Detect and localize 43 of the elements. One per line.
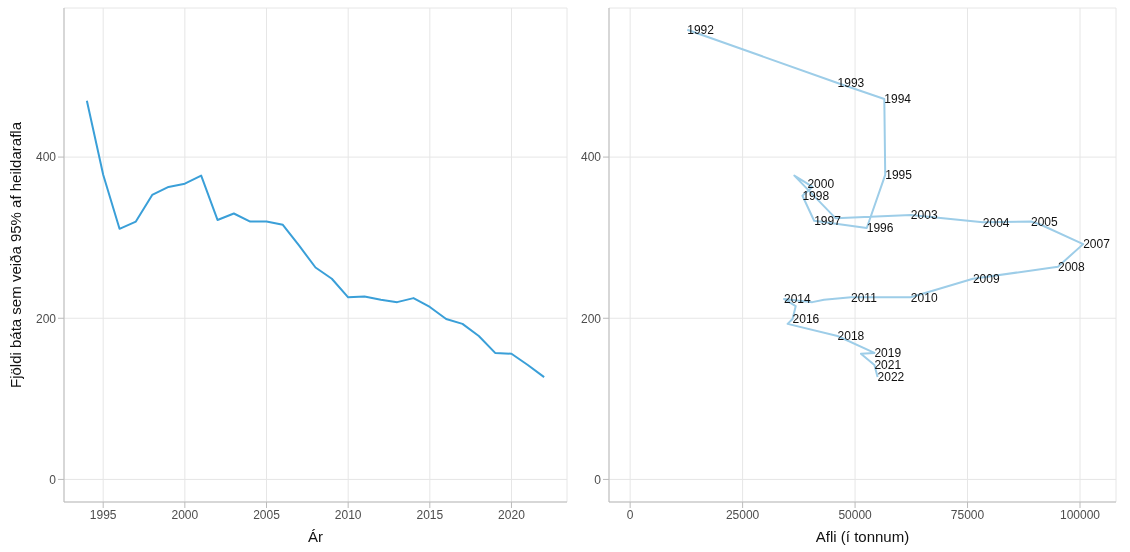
annotation: 1998: [802, 189, 830, 204]
x-tick-label: 2020: [498, 507, 526, 522]
annotation: 2005: [1030, 214, 1058, 229]
y-tick-label: 0: [594, 472, 602, 487]
x-tick-label: 2005: [253, 507, 281, 522]
annotation: 2003: [910, 208, 938, 223]
y-tick-label: 200: [580, 311, 602, 326]
annotation: 2018: [837, 329, 865, 344]
annotation: 2022: [877, 370, 905, 385]
annotation: 1992: [687, 23, 715, 38]
annotation: 2008: [1057, 259, 1085, 274]
annotation: 2009: [972, 272, 1000, 287]
x-tick-label: 2015: [416, 507, 444, 522]
x-tick-label: 2000: [171, 507, 199, 522]
x-tick-label: 50000: [838, 507, 873, 522]
annotation: 1995: [885, 168, 913, 183]
y-tick-label: 200: [35, 311, 57, 326]
annotation: 2021: [874, 358, 902, 373]
annotation: 1994: [884, 92, 912, 107]
annotation: 2016: [792, 312, 820, 327]
annotation: 2004: [982, 215, 1010, 230]
y-tick-label: 0: [49, 472, 57, 487]
annotation: 2011: [851, 290, 878, 305]
x-tick-label: 75000: [950, 507, 985, 522]
annotation: 2000: [807, 176, 835, 191]
x-tick-label: 100000: [1059, 507, 1101, 522]
annotation: 1996: [866, 221, 894, 236]
x-axis-title: Ár: [308, 528, 323, 545]
x-tick-label: 25000: [725, 507, 760, 522]
annotation: 2014: [784, 292, 812, 307]
line-series: [85, 99, 546, 379]
x-tick-label: 0: [626, 507, 634, 522]
annotation: 2007: [1083, 237, 1111, 252]
x-tick-label: 2010: [334, 507, 362, 522]
y-tick-label: 400: [580, 150, 602, 165]
annotation: 1993: [837, 76, 865, 91]
annotation: 2019: [874, 346, 902, 361]
x-tick-label: 1995: [89, 507, 117, 522]
y-tick-label: 400: [35, 150, 57, 165]
annotation: 1997: [814, 214, 842, 229]
x-axis-title: Afli (í tonnum): [815, 528, 910, 545]
y-axis-title: Fjöldi báta sem veiða 95% af heildarafla: [7, 121, 25, 388]
annotation: 2010: [910, 290, 938, 305]
